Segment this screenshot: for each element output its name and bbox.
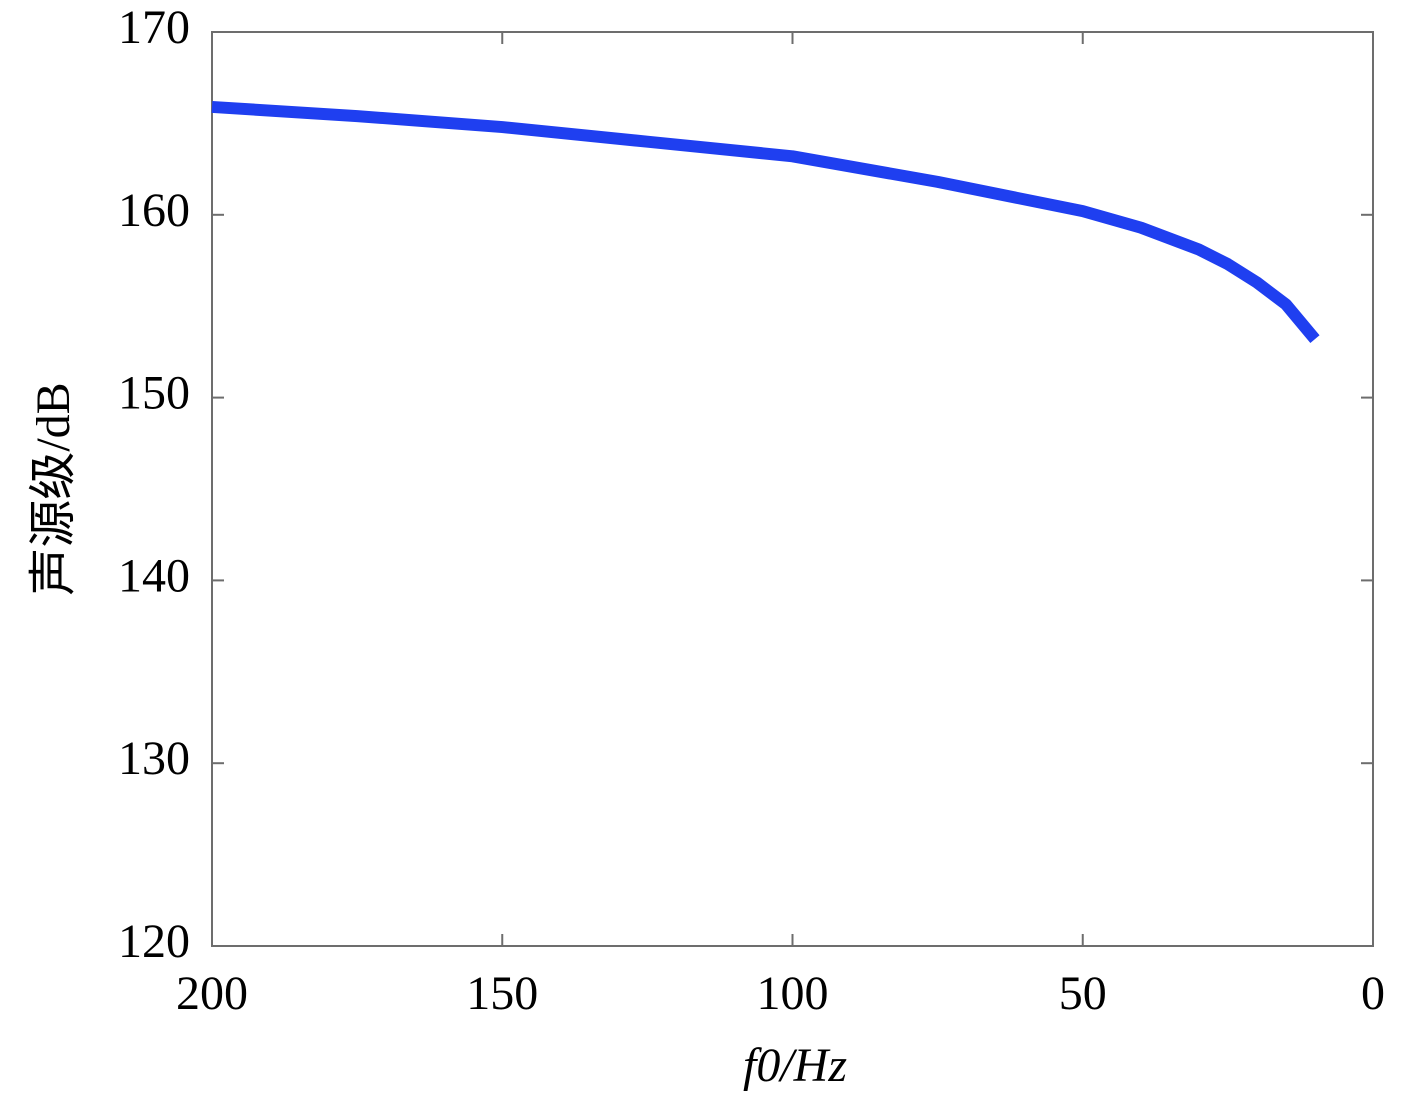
y-tick-label: 150 [118,367,190,420]
data-line [211,100,1320,343]
y-tick-label: 170 [118,1,190,54]
x-tick-label: 200 [176,967,248,1020]
x-tick-label: 150 [466,967,538,1020]
x-tick-label: 0 [1361,967,1385,1020]
plot-frame [211,31,1374,947]
y-tick-label: 120 [118,915,190,968]
y-tick-label: 130 [118,732,190,785]
y-tick-label: 140 [118,549,190,602]
y-tick-label: 160 [118,184,190,237]
y-axis-label: 声源级/dB [27,382,80,595]
x-tick-label: 100 [757,967,829,1020]
x-tick-label: 50 [1059,967,1107,1020]
x-axis-label: f0/Hz [743,1039,847,1092]
